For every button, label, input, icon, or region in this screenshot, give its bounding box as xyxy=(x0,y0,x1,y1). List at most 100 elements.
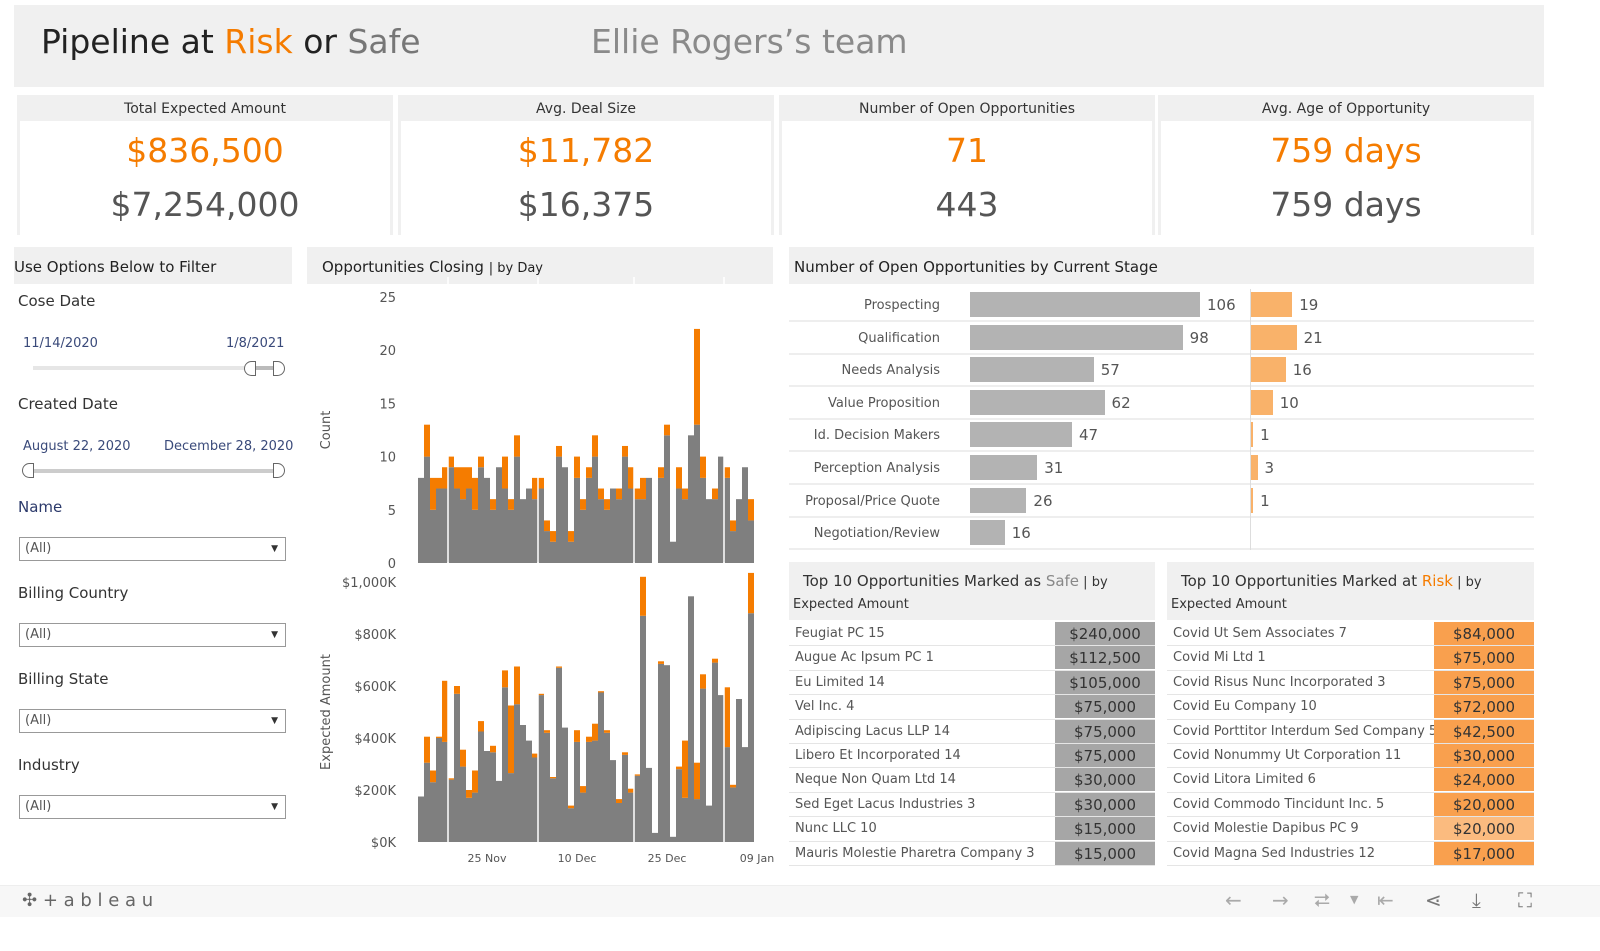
risk-bar[interactable] xyxy=(442,467,448,489)
risk-bar[interactable] xyxy=(628,788,634,793)
risk-bar[interactable] xyxy=(490,499,496,510)
table-row[interactable]: Sed Eget Lacus Industries 3 $30,000 xyxy=(789,792,1155,818)
safe-bar[interactable] xyxy=(526,740,532,842)
safe-bar[interactable] xyxy=(706,499,712,563)
safe-bar[interactable] xyxy=(460,766,466,842)
risk-bar[interactable] xyxy=(724,467,730,478)
safe-bar[interactable] xyxy=(436,738,442,842)
risk-bar[interactable] xyxy=(730,784,736,788)
risk-bar[interactable] xyxy=(712,488,718,500)
table-row[interactable]: Augue Ac Ipsum PC 1 $112,500 xyxy=(789,646,1155,671)
safe-bar[interactable] xyxy=(538,695,544,842)
risk-bar[interactable] xyxy=(574,456,580,478)
risk-bar[interactable] xyxy=(748,572,754,614)
table-row[interactable]: Covid Mi Ltd 1 $75,000 xyxy=(1167,646,1534,671)
risk-bar[interactable] xyxy=(622,445,628,457)
undo-icon[interactable]: ← xyxy=(1225,888,1242,912)
table-row[interactable]: Nunc LLC 10 $15,000 xyxy=(789,817,1155,842)
safe-bar[interactable] xyxy=(664,665,670,842)
safe-bar[interactable] xyxy=(592,740,598,842)
risk-bar[interactable] xyxy=(436,477,442,489)
risk-bar[interactable] xyxy=(430,770,436,783)
stage-risk-bar[interactable] xyxy=(1251,357,1286,383)
risk-bar[interactable] xyxy=(490,745,496,753)
table-row[interactable]: Covid Risus Nunc Incorporated 3 $75,000 xyxy=(1167,670,1534,696)
safe-bar[interactable] xyxy=(568,541,574,563)
risk-bar[interactable] xyxy=(616,488,622,500)
safe-bar[interactable] xyxy=(688,435,694,563)
safe-bar[interactable] xyxy=(472,792,478,842)
stage-total-bar[interactable] xyxy=(970,487,1027,513)
risk-bar[interactable] xyxy=(694,762,700,800)
risk-bar[interactable] xyxy=(460,749,466,767)
risk-bar[interactable] xyxy=(514,666,520,705)
safe-bar[interactable] xyxy=(604,509,610,563)
risk-bar[interactable] xyxy=(502,670,508,688)
risk-bar[interactable] xyxy=(442,680,448,742)
safe-bar[interactable] xyxy=(700,477,706,563)
table-row[interactable]: Adipiscing Lacus LLP 14 $75,000 xyxy=(789,719,1155,744)
stage-risk-bar[interactable] xyxy=(1251,455,1258,480)
safe-bar[interactable] xyxy=(442,488,448,563)
risk-bar[interactable] xyxy=(592,723,598,741)
risk-bar[interactable] xyxy=(544,520,550,532)
risk-bar[interactable] xyxy=(478,721,484,732)
risk-bar[interactable] xyxy=(682,488,688,500)
risk-bar[interactable] xyxy=(556,666,562,668)
risk-bar[interactable] xyxy=(574,730,580,742)
safe-bar[interactable] xyxy=(424,762,430,842)
close-date-slider-end-handle[interactable] xyxy=(273,361,285,376)
risk-bar[interactable] xyxy=(658,467,664,478)
stage-risk-bar[interactable] xyxy=(1251,389,1273,415)
safe-bar[interactable] xyxy=(706,805,712,842)
risk-bar[interactable] xyxy=(460,467,466,500)
safe-bar[interactable] xyxy=(466,488,472,563)
filter-dropdown[interactable]: (All) ▼ xyxy=(19,795,286,819)
risk-bar[interactable] xyxy=(508,499,514,510)
safe-bar[interactable] xyxy=(616,499,622,563)
safe-bar[interactable] xyxy=(562,727,568,842)
risk-bar[interactable] xyxy=(604,730,610,733)
safe-bar[interactable] xyxy=(598,692,604,843)
risk-bar[interactable] xyxy=(592,435,598,457)
safe-bar[interactable] xyxy=(610,760,616,842)
risk-bar[interactable] xyxy=(568,531,574,542)
close-date-slider-track[interactable] xyxy=(33,366,273,370)
safe-bar[interactable] xyxy=(682,797,688,842)
table-row[interactable]: Mauris Molestie Pharetra Company 3 $15,00… xyxy=(789,841,1155,866)
safe-bar[interactable] xyxy=(646,477,652,563)
risk-bar[interactable] xyxy=(724,687,730,748)
safe-bar[interactable] xyxy=(730,787,736,842)
safe-bar[interactable] xyxy=(544,531,550,563)
risk-bar[interactable] xyxy=(580,499,586,510)
created-date-slider-start-handle[interactable] xyxy=(22,463,34,478)
table-row[interactable]: Covid Molestie Dapibus PC 9 $20,000 xyxy=(1167,817,1534,842)
table-row[interactable]: Covid Eu Company 10 $72,000 xyxy=(1167,695,1534,720)
safe-bar[interactable] xyxy=(694,799,700,842)
safe-bar[interactable] xyxy=(736,699,742,842)
safe-bar[interactable] xyxy=(532,499,538,563)
close-date-from[interactable]: 11/14/2020 xyxy=(23,336,98,351)
risk-bar[interactable] xyxy=(508,705,514,774)
risk-bar[interactable] xyxy=(664,424,670,436)
stage-risk-bar[interactable] xyxy=(1251,324,1297,350)
risk-bar[interactable] xyxy=(556,445,562,457)
redo-icon[interactable]: → xyxy=(1272,888,1289,912)
risk-bar[interactable] xyxy=(472,477,478,510)
safe-bar[interactable] xyxy=(712,662,718,842)
risk-bar[interactable] xyxy=(622,752,628,755)
risk-bar[interactable] xyxy=(586,467,592,478)
created-date-to[interactable]: December 28, 2020 xyxy=(164,439,294,454)
safe-bar[interactable] xyxy=(562,467,568,563)
tableau-logo[interactable]: ✣ + a b l e a u xyxy=(22,890,154,911)
risk-bar[interactable] xyxy=(454,686,460,694)
close-date-to[interactable]: 1/8/2021 xyxy=(226,336,285,351)
created-date-slider-track[interactable] xyxy=(30,469,275,473)
risk-bar[interactable] xyxy=(700,674,706,689)
table-row[interactable]: Libero Et Incorporated 14 $75,000 xyxy=(789,744,1155,769)
safe-bar[interactable] xyxy=(670,836,676,842)
safe-bar[interactable] xyxy=(454,693,460,842)
safe-bar[interactable] xyxy=(712,499,718,563)
table-row[interactable]: Covid Ut Sem Associates 7 $84,000 xyxy=(1167,622,1534,647)
risk-bar[interactable] xyxy=(478,456,484,468)
